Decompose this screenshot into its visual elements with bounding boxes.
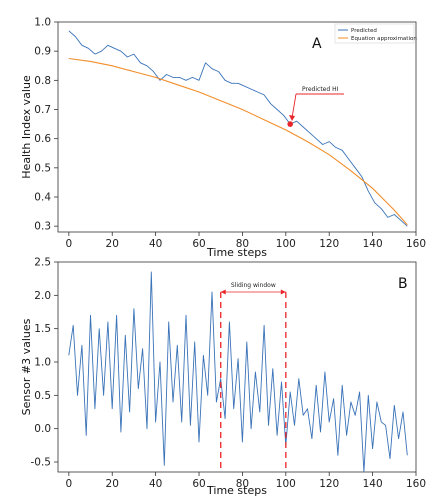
legend-box [334, 23, 415, 44]
legend-label-approximation: Equation approximation [351, 36, 417, 42]
x-tick-label: 20 [106, 478, 119, 490]
y-tick-label: -0.5 [31, 457, 52, 469]
x-tick-label: 40 [149, 238, 162, 250]
panel-b-lines [68, 271, 408, 473]
y-tick-label: 0.6 [34, 133, 51, 145]
y-tick-label: 1.0 [34, 357, 51, 369]
series-line-1 [68, 271, 408, 473]
y-tick-label: 0.9 [34, 46, 51, 58]
predicted-hi-annotation: Predicted HI [287, 86, 344, 127]
x-tick-label: 140 [363, 238, 383, 250]
panel-a-xlabel: Time steps [206, 246, 267, 259]
x-tick-label: 20 [106, 238, 119, 250]
y-tick-label: 0.8 [34, 75, 51, 87]
annotation-arrow [291, 93, 297, 119]
y-tick-label: 1.0 [34, 17, 51, 29]
y-tick-label: 0.4 [34, 192, 51, 204]
legend-label-predicted: Predicted [351, 28, 377, 34]
panel-b-xlabel: Time steps [206, 484, 267, 497]
x-tick-label: 140 [363, 478, 383, 490]
panel-a-lines [68, 30, 408, 227]
sliding-window-label: Sliding window [231, 282, 276, 289]
y-tick-label: 0.5 [34, 390, 51, 402]
x-tick-label: 100 [276, 478, 296, 490]
x-tick-label: 60 [192, 478, 205, 490]
x-tick-label: 60 [192, 238, 205, 250]
y-tick-label: 2.5 [34, 257, 51, 269]
x-tick-label: 0 [66, 238, 73, 250]
panel-a-plot-area [57, 21, 417, 233]
panel-b: 0 20 40 60 80 100 120 140 160 -0.5 0.0 0.5 1.0 1.5 2.0… [20, 257, 426, 498]
annotation-arrowhead [289, 115, 295, 121]
annotation-text: Predicted HI [302, 86, 339, 93]
window-arrowhead-right [280, 289, 286, 295]
window-arrowhead-left [220, 289, 226, 295]
y-tick-label: 0.3 [34, 221, 51, 233]
x-tick-label: 100 [276, 238, 296, 250]
x-tick-label: 120 [319, 478, 339, 490]
predicted-hi-marker [287, 121, 294, 127]
y-tick-label: 0.5 [34, 162, 51, 174]
y-tick-label: 2.0 [34, 290, 51, 302]
panel-b-label: B [398, 276, 408, 292]
panel-b-ylabel: Sensor #3 values [20, 318, 33, 415]
x-tick-label: 0 [66, 478, 73, 490]
y-tick-label: 0.7 [34, 104, 51, 116]
x-tick-label: 80 [236, 238, 249, 250]
panel-b-plot-area [57, 261, 417, 473]
panel-a: 0 20 40 60 80 100 120 140 160 0.3 0.4 0.5 0.6 0.7 0.8 0… [20, 17, 426, 260]
series-line-1 [68, 30, 408, 227]
sliding-window: Sliding window [220, 282, 287, 472]
x-tick-label: 160 [406, 478, 426, 490]
panel-a-legend: Predicted Equation approximation [334, 23, 417, 44]
y-tick-label: 1.5 [34, 323, 51, 335]
x-tick-label: 40 [149, 478, 162, 490]
y-tick-label: 0.0 [34, 423, 51, 435]
x-tick-label: 160 [406, 238, 426, 250]
panel-a-ticks: 0 20 40 60 80 100 120 140 160 0.3 0.4 0.5 0.6 0.7 0.8 0… [34, 17, 426, 251]
x-tick-label: 120 [319, 238, 339, 250]
panel-a-label: A [312, 36, 322, 52]
x-tick-label: 80 [236, 478, 249, 490]
panel-b-ticks: 0 20 40 60 80 100 120 140 160 -0.5 0.0 0.5 1.0 1.5 2.0… [31, 257, 427, 491]
panel-a-ylabel: Health Index value [20, 75, 33, 179]
